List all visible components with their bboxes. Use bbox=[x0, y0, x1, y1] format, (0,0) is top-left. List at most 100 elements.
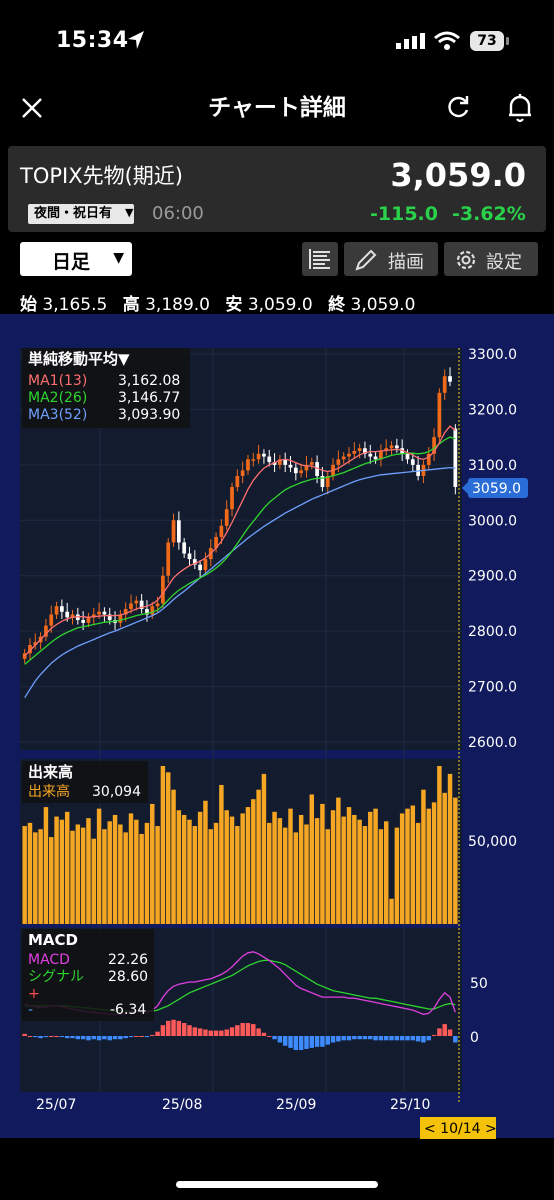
macd-histogram-bar bbox=[59, 1036, 65, 1038]
refresh-icon[interactable] bbox=[444, 94, 472, 122]
candle-body bbox=[91, 614, 96, 618]
volume-bar bbox=[394, 827, 400, 924]
macd-histogram-bar bbox=[38, 1036, 43, 1039]
candle-body bbox=[28, 645, 32, 654]
volume-bar bbox=[304, 824, 309, 924]
macd-histogram-bar bbox=[373, 1036, 378, 1041]
settings-button[interactable]: 設定 bbox=[444, 242, 538, 276]
candle-body bbox=[293, 467, 298, 474]
ma1-line bbox=[24, 425, 456, 657]
price-y-tick: 3300.0 bbox=[468, 347, 517, 363]
volume-bar bbox=[453, 797, 458, 924]
date-cursor-bg bbox=[420, 1117, 496, 1139]
volume-bar bbox=[447, 773, 453, 924]
candle-body bbox=[235, 475, 240, 488]
ma-legend-title[interactable]: 単純移動平均▼ bbox=[28, 350, 130, 368]
page-title: チャート詳細 bbox=[208, 95, 346, 121]
volume-bar bbox=[134, 819, 139, 924]
volume-bar bbox=[256, 789, 261, 924]
macd-histogram-bar bbox=[261, 1032, 267, 1036]
price-y-tick: 3200.0 bbox=[468, 402, 517, 418]
macd-histogram-bar bbox=[245, 1023, 251, 1036]
macd-histogram-bar bbox=[123, 1036, 128, 1039]
macd-histogram-bar bbox=[330, 1036, 336, 1043]
period-select[interactable]: 日足 ▼ bbox=[20, 242, 132, 276]
candle-body bbox=[283, 459, 288, 465]
candle-body bbox=[102, 611, 107, 615]
macd-histogram-bar bbox=[383, 1036, 389, 1041]
macd-y-tick-0: 0 bbox=[470, 1030, 479, 1046]
macd-histogram-bar bbox=[235, 1025, 240, 1036]
volume-bar bbox=[219, 784, 224, 924]
macd-histogram-bar bbox=[352, 1036, 357, 1040]
layout-button[interactable] bbox=[302, 242, 338, 276]
wifi-icon bbox=[434, 31, 460, 50]
chevron-down-icon: ▼ bbox=[113, 250, 124, 266]
candle-body bbox=[368, 453, 373, 457]
volume-bar bbox=[165, 772, 171, 924]
volume-bar bbox=[373, 808, 378, 924]
macd-histogram-bar bbox=[437, 1028, 442, 1036]
volume-bar bbox=[426, 808, 431, 924]
candle-body bbox=[224, 509, 229, 526]
macd-histogram-bar bbox=[181, 1023, 187, 1036]
close-icon[interactable] bbox=[20, 96, 44, 120]
candle-body bbox=[410, 459, 415, 465]
candle-body bbox=[267, 456, 272, 463]
macd-histogram-bar bbox=[431, 1034, 437, 1036]
candle-body bbox=[278, 459, 282, 465]
volume-bar bbox=[224, 810, 229, 924]
draw-button[interactable]: 描画 bbox=[344, 242, 438, 276]
ohlc-row: 始 3,165.5 高 3,189.0 安 3,059.0 終 3,059.0 bbox=[20, 290, 425, 315]
volume-bar bbox=[314, 818, 320, 924]
candle-body bbox=[54, 606, 59, 615]
price-y-tick: 2800.0 bbox=[468, 624, 517, 640]
date-cursor-label[interactable]: < 10/14 > bbox=[424, 1121, 497, 1137]
candle-body bbox=[129, 603, 133, 609]
candle-body bbox=[44, 625, 48, 637]
volume-bar bbox=[59, 819, 65, 924]
volume-bar bbox=[346, 807, 352, 924]
macd-histogram-bar bbox=[256, 1028, 261, 1036]
volume-bar bbox=[383, 821, 389, 924]
battery-indicator: 73 bbox=[470, 31, 504, 51]
volume-bar bbox=[309, 794, 315, 924]
macd-histogram-bar bbox=[118, 1036, 123, 1040]
candle-body bbox=[214, 536, 218, 548]
volume-bar bbox=[176, 810, 182, 924]
volume-bar bbox=[336, 797, 341, 924]
macd-value: 22.26 bbox=[108, 952, 148, 968]
macd-histogram-bar bbox=[399, 1036, 405, 1041]
session-select[interactable]: 夜間・祝日有 bbox=[28, 204, 135, 224]
volume-bar bbox=[187, 819, 192, 924]
candle-body bbox=[315, 462, 319, 476]
home-indicator bbox=[176, 1181, 378, 1188]
macd-histogram-bar bbox=[229, 1027, 235, 1036]
volume-bar bbox=[288, 808, 293, 924]
status-time: 15:34 bbox=[56, 28, 129, 53]
volume-bar bbox=[22, 826, 27, 924]
candle-body bbox=[262, 453, 266, 457]
close-value: 3,059.0 bbox=[350, 295, 416, 315]
macd-histogram-bar bbox=[341, 1036, 346, 1041]
volume-bar bbox=[378, 829, 384, 924]
candle-body bbox=[182, 542, 187, 554]
price-change: -115.0 bbox=[370, 203, 438, 225]
candle-body bbox=[272, 462, 277, 465]
macd-histogram-bar bbox=[314, 1036, 320, 1047]
price-y-tick: 2900.0 bbox=[468, 569, 517, 585]
ma3-value: 3,093.90 bbox=[118, 407, 180, 423]
volume-bar bbox=[118, 824, 123, 924]
candle-body bbox=[437, 392, 442, 438]
volume-bar bbox=[75, 824, 81, 924]
chart-svg[interactable]: 3300.0 3200.0 3100.0 3000.0 2900.0 2800.0 2700… bbox=[0, 314, 554, 1144]
candle-body bbox=[405, 453, 410, 460]
macd-histogram-bar bbox=[171, 1019, 176, 1036]
volume-bar bbox=[112, 814, 118, 924]
candle-body bbox=[81, 620, 86, 623]
volume-legend-bg bbox=[22, 761, 148, 803]
candle-body bbox=[363, 448, 367, 454]
bell-icon[interactable] bbox=[506, 92, 534, 124]
volume-bar bbox=[181, 814, 187, 924]
volume-bar bbox=[102, 829, 107, 924]
